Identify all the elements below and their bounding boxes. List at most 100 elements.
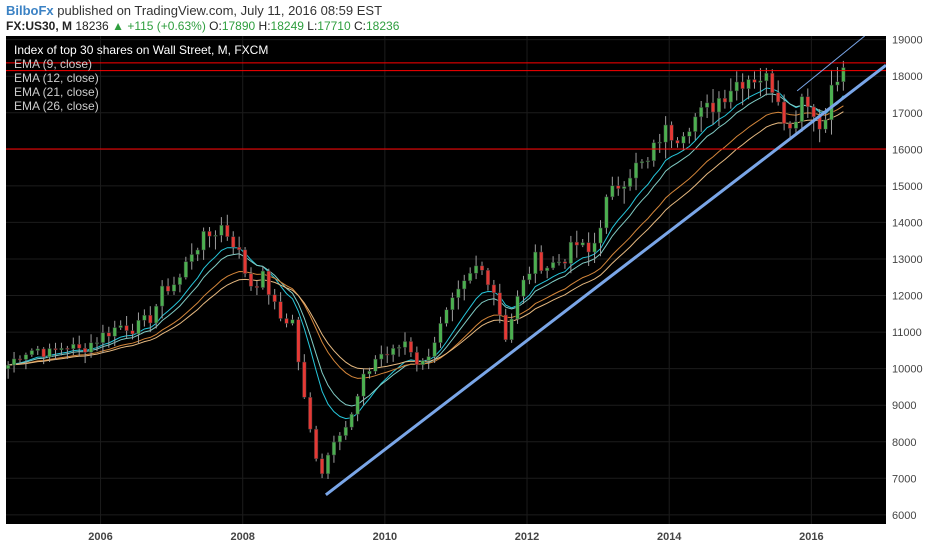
legend-ema21: EMA (21, close) bbox=[14, 85, 99, 99]
candle-down bbox=[272, 294, 277, 302]
x-tick-label: 2010 bbox=[373, 531, 397, 543]
candle-up bbox=[213, 235, 218, 237]
candle-up bbox=[841, 67, 846, 83]
candle-up bbox=[515, 296, 520, 320]
candle-up bbox=[829, 84, 834, 121]
high-value: 18249 bbox=[270, 19, 304, 33]
candles bbox=[6, 60, 846, 479]
low-label: L: bbox=[307, 19, 318, 33]
y-tick-label: 17000 bbox=[892, 108, 923, 120]
candle-down bbox=[166, 285, 171, 292]
candle-up bbox=[432, 342, 437, 357]
candle-up bbox=[35, 348, 40, 351]
chart-area[interactable]: 183651815316007 600070008000900010000110… bbox=[0, 35, 932, 550]
candle-down bbox=[770, 72, 775, 93]
candle-up bbox=[6, 364, 11, 370]
plot-background bbox=[6, 36, 886, 524]
candle-up bbox=[462, 280, 467, 290]
y-tick-label: 15000 bbox=[892, 181, 923, 193]
y-tick-label: 18000 bbox=[892, 71, 923, 83]
candle-up bbox=[444, 309, 449, 324]
candle-down bbox=[77, 344, 82, 349]
price-chart[interactable]: 183651815316007 600070008000900010000110… bbox=[0, 35, 932, 550]
candle-down bbox=[83, 348, 88, 353]
time-scale-background bbox=[0, 524, 932, 550]
y-tick-label: 19000 bbox=[892, 36, 923, 47]
candle-down bbox=[207, 231, 212, 237]
candle-up bbox=[681, 136, 686, 144]
candle-down bbox=[124, 325, 129, 331]
candle-up bbox=[598, 227, 603, 244]
candle-up bbox=[337, 435, 342, 443]
candle-down bbox=[675, 140, 680, 144]
candle-up bbox=[799, 96, 804, 123]
candle-up bbox=[426, 356, 431, 361]
candle-down bbox=[752, 79, 757, 83]
candle-up bbox=[793, 121, 798, 129]
candle-up bbox=[657, 141, 662, 144]
candle-up bbox=[89, 342, 94, 353]
x-tick-label: 2006 bbox=[88, 531, 112, 543]
candle-down bbox=[65, 348, 70, 350]
x-tick-label: 2012 bbox=[515, 531, 539, 543]
candle-up bbox=[397, 347, 402, 349]
x-axis: 2006 2008 2010 2012 2014 2016 bbox=[88, 531, 823, 543]
candle-down bbox=[491, 284, 496, 294]
candle-down bbox=[562, 261, 567, 264]
candle-down bbox=[586, 242, 591, 253]
x-tick-label: 2014 bbox=[657, 531, 682, 543]
candle-up bbox=[687, 131, 692, 137]
candle-up bbox=[391, 348, 396, 356]
x-tick-label: 2008 bbox=[230, 531, 254, 543]
y-tick-label: 12000 bbox=[892, 291, 923, 303]
candle-down bbox=[278, 301, 283, 319]
candle-down bbox=[711, 102, 716, 113]
open-label: O: bbox=[209, 19, 222, 33]
author-name[interactable]: BilboFx bbox=[6, 3, 54, 18]
candle-up bbox=[23, 354, 28, 360]
candle-up bbox=[59, 348, 64, 351]
open-value: 17890 bbox=[221, 19, 256, 33]
candle-up bbox=[633, 162, 639, 179]
candle-down bbox=[776, 92, 781, 103]
last-price: 18236 bbox=[75, 19, 109, 33]
candle-down bbox=[485, 270, 490, 286]
candle-up bbox=[645, 160, 650, 162]
candle-down bbox=[788, 123, 793, 129]
candle-down bbox=[740, 81, 745, 89]
candle-up bbox=[177, 277, 182, 285]
candle-down bbox=[302, 361, 307, 398]
candle-up bbox=[219, 224, 224, 236]
ohlc-line: FX:US30, M 18236 ▲ +115 (+0.63%) O:17890… bbox=[6, 19, 399, 33]
candle-up bbox=[112, 327, 117, 337]
candle-down bbox=[308, 397, 313, 430]
candle-up bbox=[367, 370, 372, 375]
y-tick-label: 14000 bbox=[892, 217, 923, 229]
candle-up bbox=[260, 270, 265, 288]
candle-up bbox=[12, 358, 17, 366]
candle-up bbox=[580, 242, 585, 246]
candle-up bbox=[47, 348, 52, 358]
close-label: C: bbox=[354, 19, 366, 33]
candle-up bbox=[136, 320, 141, 335]
candle-up bbox=[343, 426, 348, 436]
y-tick-label: 9000 bbox=[892, 400, 916, 412]
candle-up bbox=[551, 262, 556, 269]
candle-up bbox=[474, 265, 479, 274]
legend-title: Index of top 30 shares on Wall Street, M… bbox=[14, 43, 268, 57]
candle-up bbox=[764, 72, 769, 82]
candle-down bbox=[479, 265, 485, 271]
candle-down bbox=[497, 292, 502, 316]
published-text: published on TradingView.com, July 11, 2… bbox=[57, 3, 383, 18]
candle-down bbox=[266, 270, 271, 295]
candle-up bbox=[651, 142, 656, 161]
candle-down bbox=[314, 428, 319, 459]
candle-down bbox=[148, 315, 153, 324]
candle-up bbox=[379, 353, 384, 360]
candle-down bbox=[414, 352, 419, 366]
candle-up bbox=[331, 441, 336, 456]
candle-up bbox=[509, 318, 514, 340]
candle-up bbox=[639, 161, 644, 164]
candle-up bbox=[734, 81, 739, 92]
up-arrow-icon: ▲ bbox=[112, 19, 124, 33]
